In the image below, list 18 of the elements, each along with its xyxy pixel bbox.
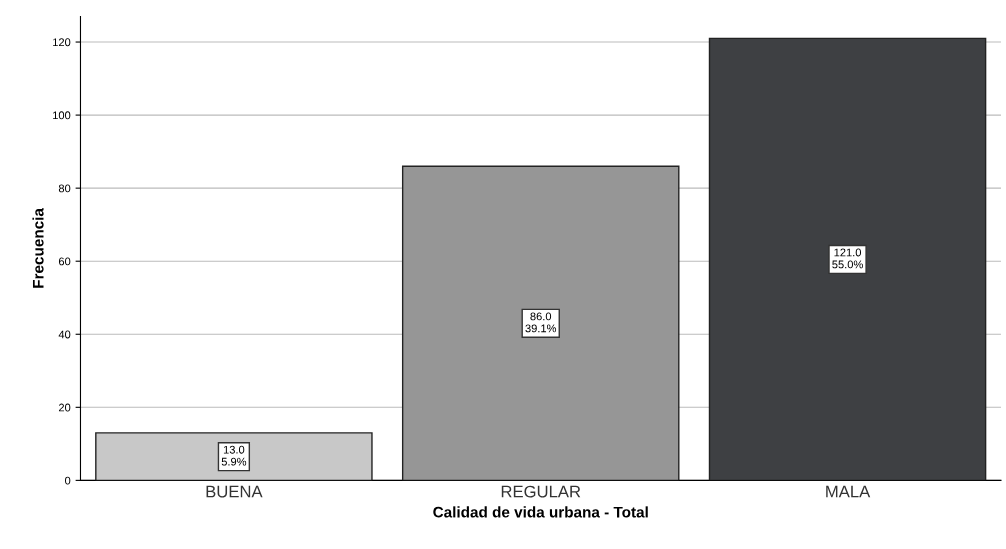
x-axis-title: Calidad de vida urbana - Total [433,506,648,518]
data-label: 13.0 5.9% [221,445,247,466]
bar [401,165,680,481]
y-tick-label: 40 [58,330,71,339]
y-axis-title: Frecuencia [32,207,44,288]
bar [95,432,373,481]
data-label: 121.0 55.0% [832,248,863,269]
x-tick-label: MALA [826,485,871,498]
x-tick-label: BUENA [206,485,263,498]
y-tick-label: 80 [58,184,71,193]
x-tick-label: REGULAR [501,485,581,498]
y-tick-label: 100 [53,111,71,120]
data-label: 86.0 39.1% [525,312,557,333]
y-tick-label: 0 [65,476,71,485]
y-tick-label: 60 [58,257,71,266]
bar [708,37,987,481]
y-tick-label: 20 [58,403,71,412]
y-tick-label: 120 [53,38,71,47]
